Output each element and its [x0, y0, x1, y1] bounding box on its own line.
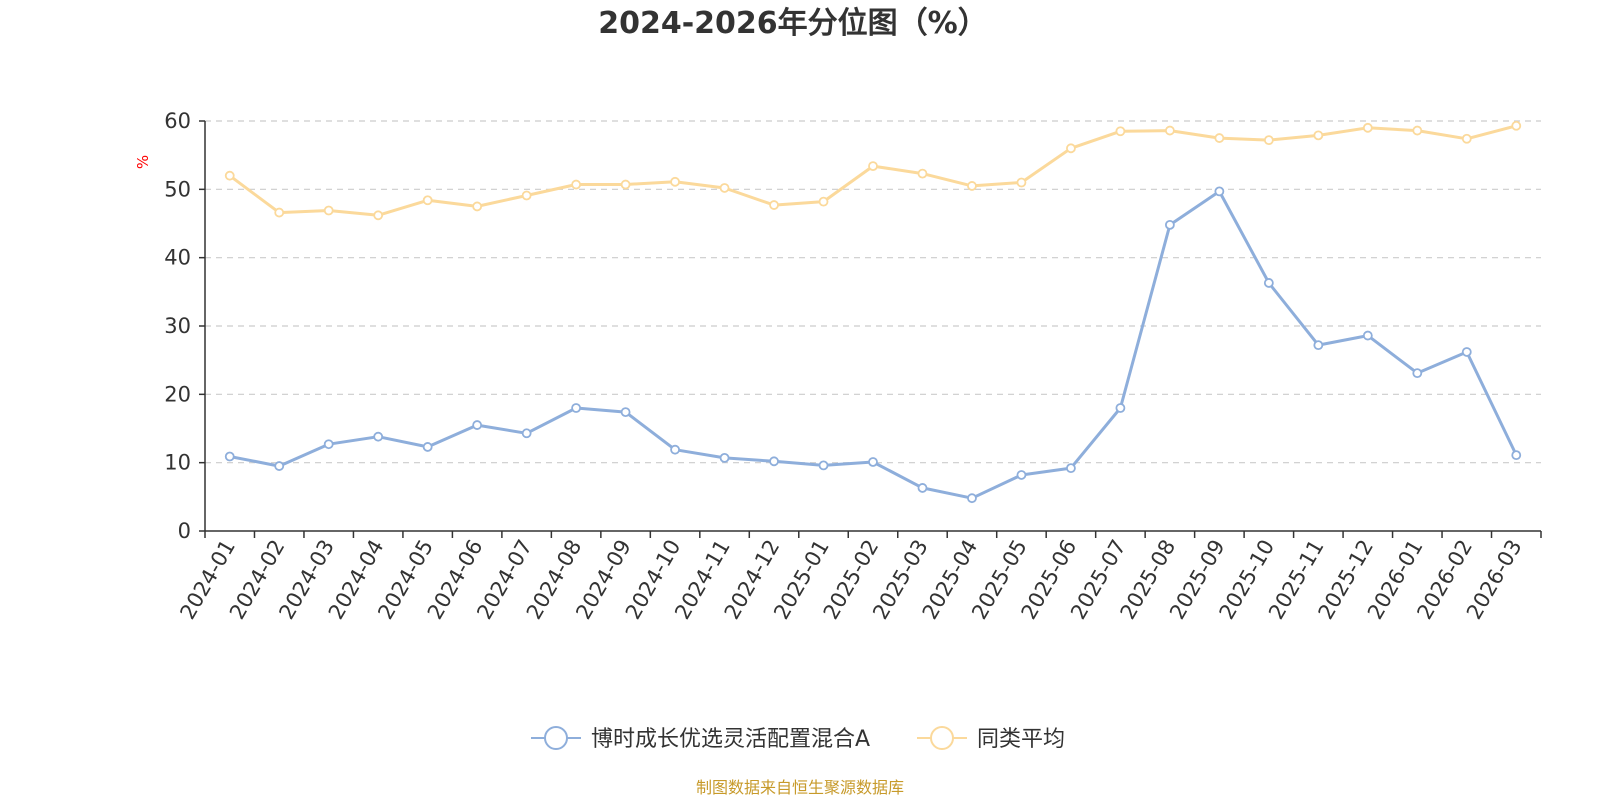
- data-point: [1511, 450, 1522, 461]
- data-point: [818, 460, 829, 471]
- series-layer: [224, 120, 1522, 504]
- data-point: [323, 439, 334, 450]
- data-point: [670, 444, 680, 455]
- legend: 博时成长优选灵活配置混合A 同类平均: [531, 726, 1065, 752]
- data-point: [224, 451, 235, 462]
- data-point: [769, 456, 779, 467]
- legend-marker-0: [544, 726, 568, 750]
- data-point: [373, 210, 384, 221]
- data-point: [1066, 463, 1076, 474]
- data-point: [1115, 126, 1126, 137]
- data-point: [1412, 368, 1423, 379]
- data-point: [571, 403, 582, 413]
- data-point: [422, 195, 433, 206]
- data-point: [620, 179, 631, 190]
- y-axis-label: %: [134, 155, 152, 169]
- data-point: [1511, 120, 1522, 131]
- data-point: [1214, 133, 1225, 143]
- y-tick-label: 10: [164, 451, 191, 475]
- y-tick-label: 0: [178, 519, 191, 543]
- data-point: [373, 431, 384, 442]
- y-tick-label: 30: [164, 314, 191, 338]
- data-point: [323, 205, 334, 216]
- chart-title: 2024-2026年分位图（%）: [598, 6, 988, 41]
- data-point: [521, 190, 532, 201]
- data-point: [472, 420, 483, 430]
- data-point: [620, 407, 631, 418]
- data-point: [1461, 133, 1472, 144]
- source-note: 制图数据来自恒生聚源数据库: [696, 778, 904, 797]
- y-tick-label: 40: [164, 246, 191, 270]
- data-point: [1164, 125, 1175, 136]
- data-point: [1016, 177, 1027, 188]
- data-point: [818, 196, 829, 207]
- data-point: [1066, 143, 1076, 154]
- data-point: [422, 442, 433, 452]
- series-line-0: [228, 189, 1518, 500]
- data-point: [274, 461, 285, 471]
- data-point: [1313, 130, 1324, 141]
- axis-layer: 0102030405060%2024-012024-022024-032024-…: [134, 109, 1542, 623]
- data-point: [224, 170, 235, 181]
- data-point: [1412, 125, 1423, 136]
- data-point: [1164, 219, 1175, 230]
- data-point: [571, 179, 582, 190]
- y-tick-label: 20: [164, 382, 191, 406]
- data-point: [1263, 278, 1274, 288]
- data-point: [719, 183, 730, 193]
- data-point: [1214, 186, 1225, 197]
- data-point: [274, 207, 285, 218]
- legend-label-0: 博时成长优选灵活配置混合A: [591, 727, 870, 752]
- y-tick-label: 60: [164, 109, 191, 133]
- data-point: [1016, 470, 1027, 480]
- grid-layer: [205, 120, 1541, 464]
- data-point: [868, 457, 878, 467]
- legend-label-1: 同类平均: [977, 727, 1065, 752]
- data-point: [472, 201, 483, 212]
- data-point: [521, 428, 532, 439]
- data-point: [967, 181, 977, 191]
- data-point: [967, 493, 977, 504]
- data-point: [1362, 330, 1373, 341]
- data-point: [1313, 340, 1324, 351]
- data-point: [1362, 122, 1373, 133]
- y-tick-label: 50: [164, 177, 191, 201]
- data-point: [719, 452, 730, 463]
- data-point: [1263, 135, 1274, 146]
- data-point: [1115, 403, 1126, 413]
- data-point: [868, 161, 878, 172]
- legend-marker-1: [930, 726, 954, 750]
- data-point: [670, 176, 680, 187]
- data-point: [917, 168, 928, 179]
- data-point: [917, 483, 928, 493]
- data-point: [1461, 347, 1472, 357]
- data-point: [769, 200, 779, 210]
